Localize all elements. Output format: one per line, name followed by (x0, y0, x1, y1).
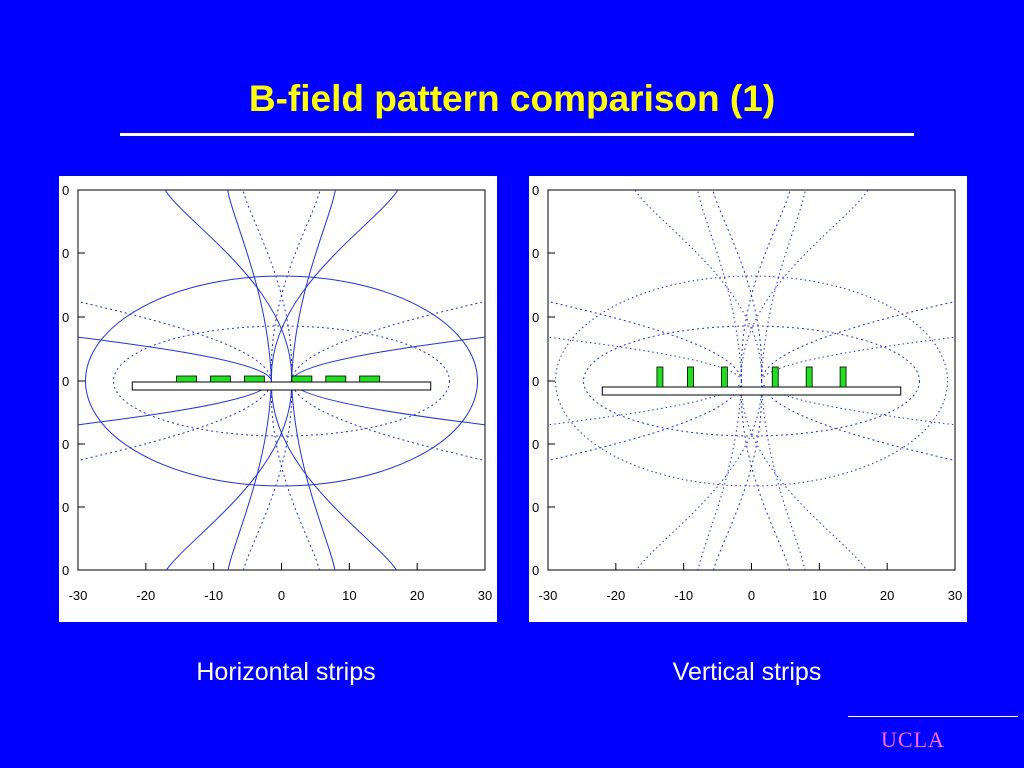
field-line (761, 380, 806, 570)
field-line (740, 380, 868, 570)
x-tick-label: -30 (539, 588, 558, 603)
footer-rule (848, 716, 1018, 717)
field-line (712, 190, 763, 382)
field-line (635, 380, 763, 570)
field-lines (78, 190, 485, 570)
title-underline (120, 133, 914, 136)
x-tick-label: 30 (948, 588, 962, 603)
x-tick-label: -30 (69, 588, 88, 603)
y-tick-label: 0 (62, 246, 69, 261)
vertical-strips-plot: 0 0 0 0 0 0 0 -30 -20 -10 0 10 20 30 (529, 176, 967, 622)
substrate (131, 381, 432, 391)
x-tick-label: -20 (136, 588, 155, 603)
field-line (548, 300, 742, 382)
y-tick-label: 0 (532, 437, 539, 452)
field-line (740, 380, 790, 570)
y-tick-label: 0 (62, 310, 69, 325)
x-tick-label: 20 (880, 588, 894, 603)
y-tick-label: 0 (532, 183, 539, 198)
x-tick-label: 0 (748, 588, 755, 603)
y-tick-label: 0 (532, 246, 539, 261)
field-line (548, 380, 742, 462)
field-lines (548, 190, 955, 570)
field-line (227, 190, 272, 382)
x-tick-label: -10 (674, 588, 693, 603)
field-line (78, 300, 272, 382)
field-loop (85, 275, 478, 487)
field-loop (555, 275, 948, 487)
vertical-strip (656, 366, 664, 388)
field-line (243, 380, 293, 570)
vertical-strip (805, 366, 813, 388)
field-line (291, 300, 485, 382)
y-tick-label: 0 (532, 563, 539, 578)
plot-frame (77, 189, 486, 571)
field-line (548, 336, 742, 382)
field-line (78, 380, 272, 462)
y-tick-label: 0 (62, 500, 69, 515)
field-line (697, 380, 742, 570)
field-line (291, 380, 485, 426)
ucla-logo: UCLA (881, 727, 945, 752)
vertical-strips-caption: Vertical strips (672, 658, 822, 686)
horizontal-strips-plot: 0 0 0 0 0 0 0 -30 -20 -10 0 10 20 30 (59, 176, 497, 622)
x-tick-label: 20 (410, 588, 424, 603)
y-tick-label: 0 (532, 500, 539, 515)
field-line (697, 190, 742, 382)
field-line (270, 380, 320, 570)
field-line (78, 380, 272, 426)
field-loop (113, 325, 450, 437)
y-tick-label: 0 (62, 183, 69, 198)
substrate (601, 386, 902, 396)
field-line (740, 190, 791, 382)
field-line (270, 380, 398, 570)
field-line (761, 300, 955, 382)
field-line (740, 190, 869, 382)
field-line (291, 380, 485, 462)
field-line (761, 336, 955, 382)
field-line (165, 380, 293, 570)
horizontal-strip (210, 375, 231, 383)
y-tick-label: 0 (62, 563, 69, 578)
plot-frame (547, 189, 956, 571)
x-tick-label: -20 (606, 588, 625, 603)
horizontal-strip (359, 375, 381, 383)
field-line (291, 336, 485, 382)
x-tick-label: 10 (812, 588, 826, 603)
field-line (270, 190, 399, 382)
x-tick-label: -10 (204, 588, 223, 603)
horizontal-strips-caption: Horizontal strips (196, 658, 376, 686)
vertical-strip (771, 366, 779, 388)
field-line (291, 190, 336, 382)
horizontal-strip (325, 375, 347, 383)
horizontal-strip (291, 375, 313, 383)
field-line (78, 336, 272, 382)
y-tick-label: 0 (532, 310, 539, 325)
field-line (634, 190, 763, 382)
field-line (164, 190, 293, 382)
horizontal-strip (176, 375, 197, 383)
field-loop (583, 325, 920, 437)
field-line (761, 190, 806, 382)
x-tick-label: 10 (342, 588, 356, 603)
y-tick-label: 0 (532, 374, 539, 389)
x-tick-label: 0 (278, 588, 285, 603)
horizontal-strip (243, 375, 265, 383)
field-line (761, 380, 955, 462)
vertical-strip (720, 366, 728, 388)
slide-title: B-field pattern comparison (1) (248, 78, 776, 119)
vertical-strip (687, 366, 694, 388)
field-line (713, 380, 763, 570)
field-line (291, 380, 336, 570)
field-line (242, 190, 293, 382)
field-line (270, 190, 321, 382)
vertical-strip (839, 366, 847, 388)
y-tick-label: 0 (62, 437, 69, 452)
x-tick-label: 30 (478, 588, 492, 603)
field-line (227, 380, 272, 570)
y-tick-label: 0 (62, 374, 69, 389)
